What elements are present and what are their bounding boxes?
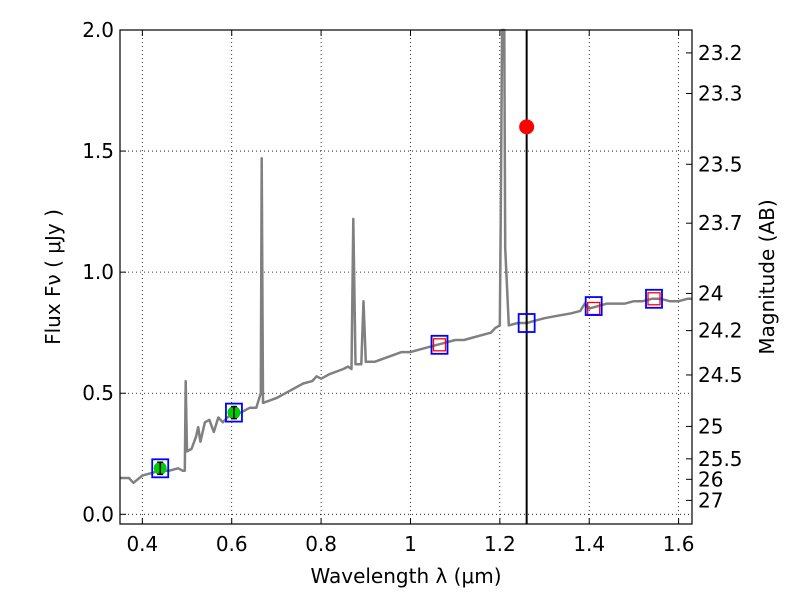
axis-ticks: 0.4 0.6 0.8 1 1.2 1.4 1.6 0.0 0.5 1.0 1.5 2.0 23.2 23… — [82, 18, 742, 556]
photometry-box — [645, 288, 663, 309]
x-tick-label: 1.4 — [573, 532, 605, 556]
photometry-box — [225, 402, 243, 423]
y2-tick-label: 24.5 — [698, 363, 743, 387]
x-tick-label: 0.6 — [216, 532, 248, 556]
y-tick-label: 1.5 — [82, 139, 114, 163]
y2-tick-label: 23.7 — [698, 211, 743, 235]
x-tick-label: 0.8 — [305, 532, 337, 556]
y2-tick-label: 23.2 — [698, 41, 743, 65]
y2-tick-label: 23.5 — [698, 152, 743, 176]
y2-tick-label: 23.3 — [698, 81, 743, 105]
x-tick-label: 1 — [404, 532, 417, 556]
spectrum-line — [120, 28, 692, 485]
x-tick-label: 1.6 — [663, 532, 695, 556]
y2-tick-label: 24.2 — [698, 319, 743, 343]
y2-tick-label: 25 — [698, 414, 723, 438]
y-tick-label: 0.0 — [82, 502, 114, 526]
y-axis-title: Flux Fν ( μJy ) — [41, 209, 65, 345]
y2-tick-label: 26 — [698, 467, 723, 491]
plot-area-background — [120, 30, 692, 524]
plot-frame — [119, 29, 693, 525]
y2-tick-label: 24 — [698, 281, 723, 305]
x-tick-label: 0.4 — [126, 532, 158, 556]
model-flux-box — [647, 292, 661, 306]
photometry-markers — [151, 119, 663, 479]
x-axis-title: Wavelength λ (μm) — [310, 564, 501, 588]
photometry-box — [584, 296, 603, 316]
model-flux-box — [432, 338, 447, 352]
highlight-point — [519, 119, 535, 135]
x-tick-label: 1.2 — [484, 532, 516, 556]
y-tick-label: 2.0 — [82, 18, 114, 42]
photometry-box — [430, 334, 449, 355]
photometry-box — [517, 313, 536, 333]
y-tick-label: 1.0 — [82, 260, 114, 284]
photometry-box — [151, 458, 170, 479]
y2-tick-label: 25.5 — [698, 447, 743, 471]
y2-tick-label: 27 — [698, 488, 723, 512]
y2-axis-title: Magnitude (AB) — [755, 199, 779, 354]
y-tick-label: 0.5 — [82, 381, 114, 405]
